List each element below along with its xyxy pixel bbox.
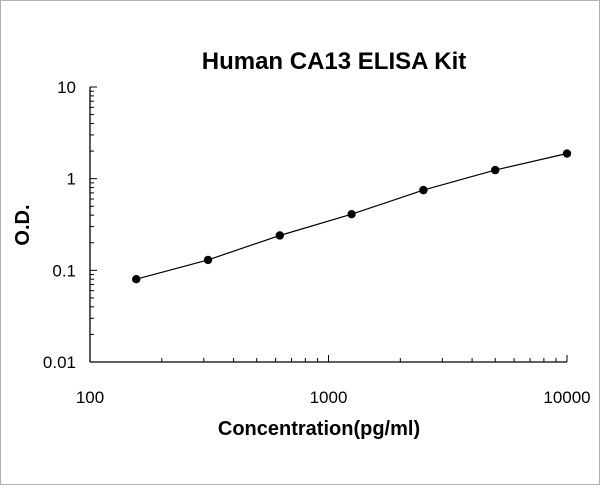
y-axis-label: O.D. (12, 204, 34, 245)
data-points (132, 149, 572, 284)
data-point (132, 275, 141, 284)
x-tick-label: 10000 (543, 388, 590, 407)
data-point (419, 185, 428, 195)
data-point (203, 255, 213, 265)
data-point (347, 209, 356, 219)
data-point (562, 149, 572, 158)
data-point (491, 165, 500, 175)
axes: 0.01 0.1 1 10 100 1000 10000 (43, 78, 591, 407)
x-tick-label: 1000 (310, 388, 348, 407)
x-tick-label: 100 (76, 388, 104, 407)
x-axis-label: Concentration(pg/ml) (218, 418, 420, 440)
y-tick-label: 0.01 (43, 353, 76, 372)
y-tick-label: 10 (57, 78, 76, 97)
data-point (275, 231, 285, 240)
y-tick-label: 0.1 (52, 261, 76, 280)
chart-title: Human CA13 ELISA Kit (202, 48, 466, 75)
y-tick-label: 1 (67, 170, 76, 189)
